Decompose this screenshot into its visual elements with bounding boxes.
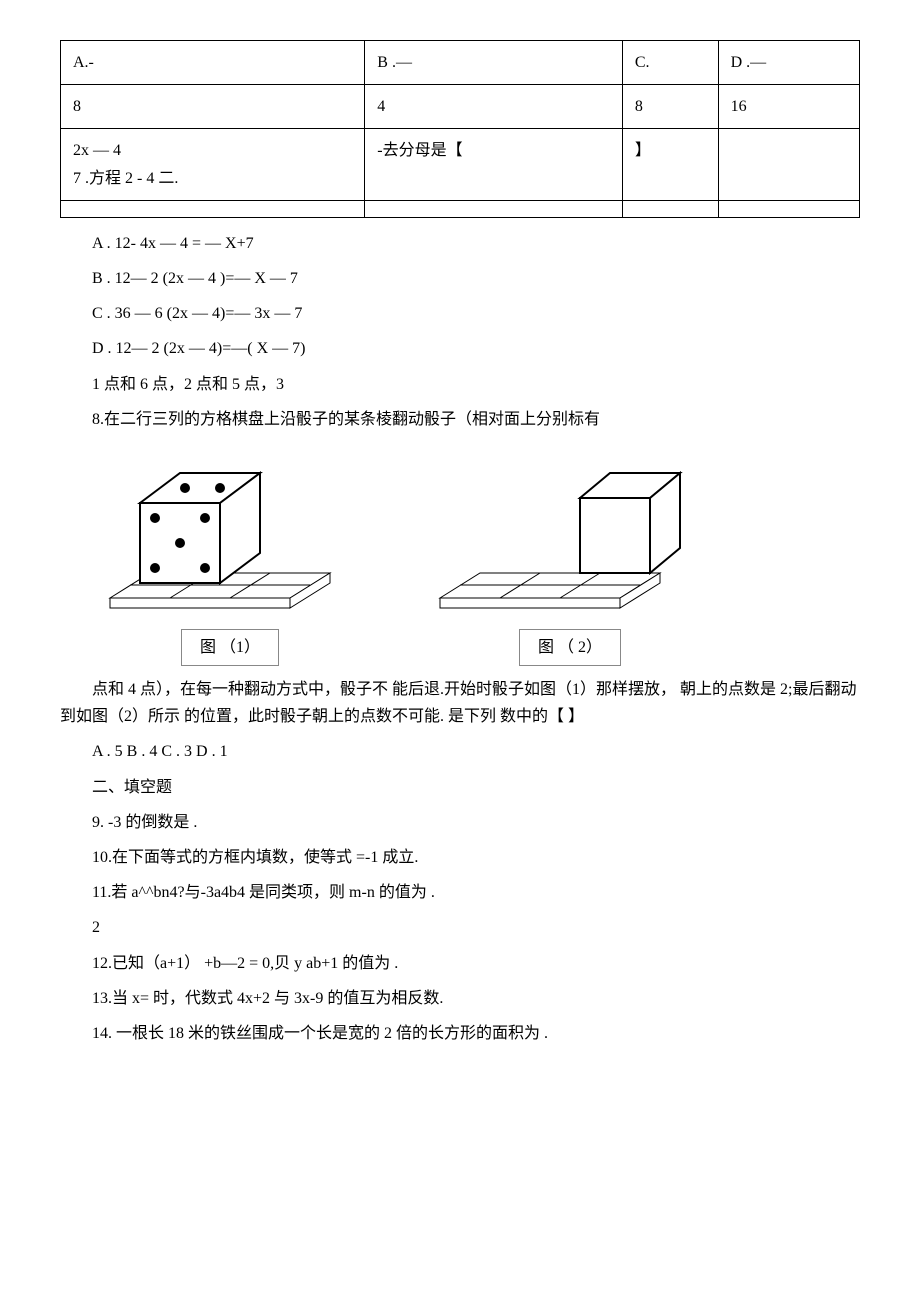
q11: 11.若 a^^bn4?与-3a4b4 是同类项，则 m-n 的值为 . xyxy=(60,879,860,906)
cell-c: C. xyxy=(622,41,718,85)
q8-body: 点和 4 点），在每一种翻动方式中，骰子不 能后退.开始时骰子如图（1）那样摆放… xyxy=(60,676,860,730)
figure-2-svg xyxy=(430,443,710,623)
cell-b2: 4 xyxy=(365,85,623,129)
q12: 12.已知（a+1） +b—2 = 0,贝 y ab+1 的值为 . xyxy=(60,950,860,977)
cell-c2: 8 xyxy=(622,85,718,129)
q13: 13.当 x= 时，代数式 4x+2 与 3x-9 的值互为相反数. xyxy=(60,985,860,1012)
q7-cell-1: 2x — 4 7 .方程 2 - 4 二. xyxy=(61,129,365,200)
q7-cell-4 xyxy=(718,129,859,200)
q7-cell-2: -去分母是【 xyxy=(365,129,623,200)
q9: 9. -3 的倒数是 . xyxy=(60,809,860,836)
figure-1-svg xyxy=(90,443,370,623)
empty-4 xyxy=(718,200,859,217)
section-2-heading: 二、填空题 xyxy=(60,774,860,801)
cell-a2: 8 xyxy=(61,85,365,129)
cell-a: A.- xyxy=(61,41,365,85)
figure-1-label: 图 （1） xyxy=(181,629,279,666)
dice-figures: 图 （1） 图 （ 2） xyxy=(60,443,860,666)
q8-text: 8.在二行三列的方格棋盘上沿骰子的某条棱翻动骰子（相对面上分别标有 xyxy=(60,406,860,433)
figure-1-block: 图 （1） xyxy=(90,443,370,666)
empty-1 xyxy=(61,200,365,217)
figure-2-label: 图 （ 2） xyxy=(519,629,621,666)
empty-3 xyxy=(622,200,718,217)
q11b: 2 xyxy=(60,914,860,941)
q7-option-d: D . 12— 2 (2x — 4)=—( X — 7) xyxy=(60,335,860,362)
q7-option-c: C . 36 — 6 (2x — 4)=— 3x — 7 xyxy=(60,300,860,327)
q7-option-a: A . 12- 4x — 4 = — X+7 xyxy=(60,230,860,257)
q7-cell-3: 】 xyxy=(622,129,718,200)
q7-option-b: B . 12— 2 (2x — 4 )=— X — 7 xyxy=(60,265,860,292)
q14: 14. 一根长 18 米的铁丝围成一个长是宽的 2 倍的长方形的面积为 . xyxy=(60,1020,860,1047)
q8-intro: 1 点和 6 点，2 点和 5 点，3 xyxy=(60,371,860,398)
cell-b: B .— xyxy=(365,41,623,85)
q8-options: A . 5 B . 4 C . 3 D . 1 xyxy=(60,738,860,765)
cell-d: D .— xyxy=(718,41,859,85)
figure-2-block: 图 （ 2） xyxy=(430,443,710,666)
options-table: A.- B .— C. D .— 8 4 8 16 2x — 4 7 .方程 2… xyxy=(60,40,860,218)
empty-2 xyxy=(365,200,623,217)
q10: 10.在下面等式的方框内填数，使等式 =-1 成立. xyxy=(60,844,860,871)
cell-d2: 16 xyxy=(718,85,859,129)
